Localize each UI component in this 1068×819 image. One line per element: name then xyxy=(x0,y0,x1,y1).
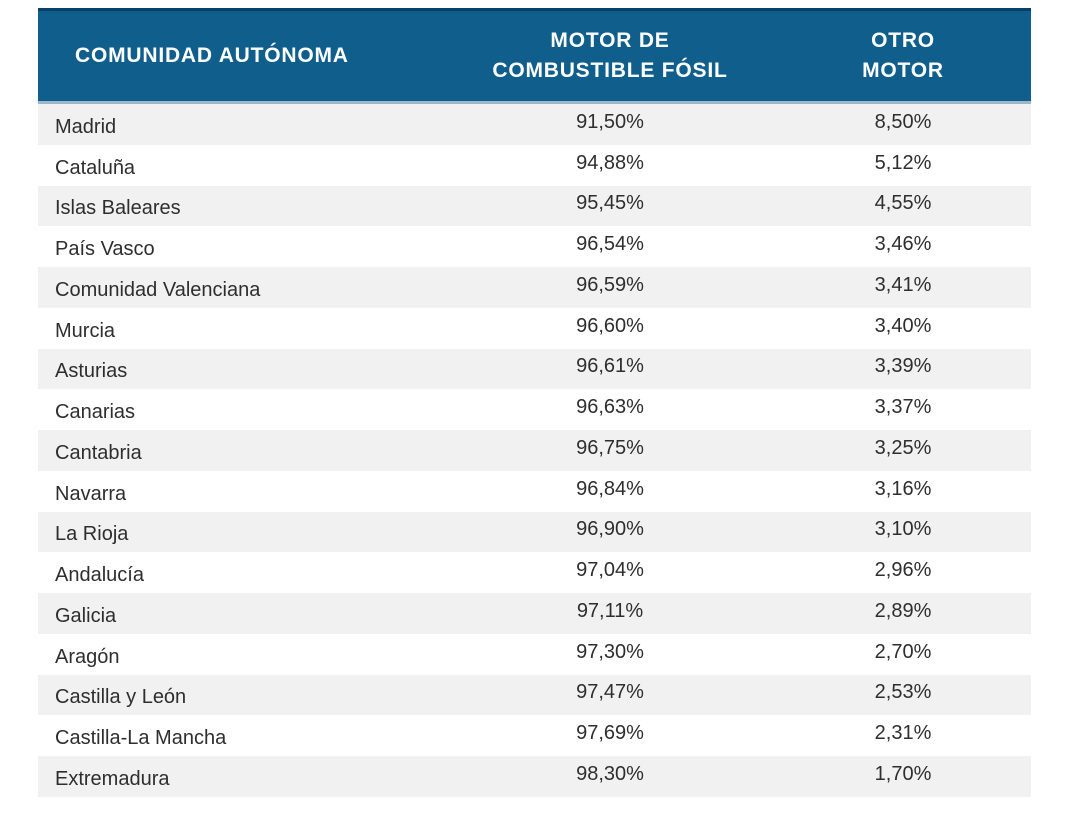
region-cell: Madrid xyxy=(55,115,117,138)
region-cell: Navarra xyxy=(55,482,127,505)
region-cell: País Vasco xyxy=(55,238,155,261)
other-motor-cell: 3,10% xyxy=(874,518,932,541)
other-motor-cell: 8,50% xyxy=(874,110,932,133)
column-header-label: MOTOR DE xyxy=(550,28,670,52)
region-cell: Asturias xyxy=(55,360,128,383)
table-row: Comunidad Valenciana 96,59% 3,41% xyxy=(38,267,1031,308)
fossil-motor-cell: 94,88% xyxy=(576,151,644,174)
region-cell: Murcia xyxy=(55,319,116,342)
other-motor-cell: 1,70% xyxy=(874,762,932,785)
fossil-motor-cell: 91,50% xyxy=(576,110,644,133)
fossil-motor-cell: 96,63% xyxy=(576,396,644,419)
other-motor-cell: 3,41% xyxy=(874,273,932,296)
fossil-motor-cell: 96,90% xyxy=(576,518,644,541)
other-motor-cell: 2,31% xyxy=(874,722,932,745)
region-cell: Galicia xyxy=(55,604,117,627)
other-motor-cell: 3,37% xyxy=(874,396,932,419)
column-header-label: OTRO xyxy=(871,28,935,52)
column-header-label-line2: MOTOR xyxy=(862,59,944,82)
table-row: Cataluña 94,88% 5,12% xyxy=(38,144,1031,186)
table-row: Cantabria 96,75% 3,25% xyxy=(38,430,1031,471)
fossil-motor-cell: 96,60% xyxy=(576,314,644,337)
table-header: COMUNIDAD AUTÓNOMA MOTOR DE COMBUSTIBLE … xyxy=(38,8,1031,104)
table-row: Asturias 96,61% 3,39% xyxy=(38,348,1031,390)
region-cell: Aragón xyxy=(55,645,120,668)
table-row: Aragón 97,30% 2,70% xyxy=(38,633,1031,675)
column-header-comunidad-autonoma: COMUNIDAD AUTÓNOMA xyxy=(38,11,445,101)
region-cell: Castilla y León xyxy=(55,686,187,709)
table-row: Castilla y León 97,47% 2,53% xyxy=(38,674,1031,716)
column-header-otro-motor: OTRO MOTOR xyxy=(775,11,1031,101)
table-row: Andalucía 97,04% 2,96% xyxy=(38,552,1031,593)
region-cell: Islas Baleares xyxy=(55,197,181,220)
region-cell: Cataluña xyxy=(55,156,136,179)
table-row: Navarra 96,84% 3,16% xyxy=(38,470,1031,512)
column-header-motor-combustible-fosil: MOTOR DE COMBUSTIBLE FÓSIL xyxy=(445,11,775,101)
table-row: Islas Baleares 95,45% 4,55% xyxy=(38,185,1031,227)
table-row: Madrid 91,50% 8,50% xyxy=(38,104,1031,145)
fossil-motor-cell: 97,11% xyxy=(576,599,644,622)
fossil-motor-cell: 96,59% xyxy=(576,273,644,296)
fossil-motor-cell: 96,75% xyxy=(576,436,644,459)
fossil-motor-cell: 97,47% xyxy=(576,681,644,704)
table-row: Murcia 96,60% 3,40% xyxy=(38,307,1031,349)
fossil-motor-cell: 97,30% xyxy=(576,640,644,663)
column-header-label-line2: COMBUSTIBLE FÓSIL xyxy=(492,59,728,82)
fossil-motor-cell: 96,61% xyxy=(576,355,644,378)
fossil-motor-cell: 96,84% xyxy=(576,477,644,500)
region-cell: Extremadura xyxy=(55,767,170,790)
table-row: Canarias 96,63% 3,37% xyxy=(38,389,1031,430)
table-body: Madrid 91,50% 8,50% Cataluña 94,88% 5,12% Isla… xyxy=(38,104,1031,797)
table-row: Extremadura 98,30% 1,70% xyxy=(38,756,1031,797)
region-cell: Comunidad Valenciana xyxy=(55,278,261,301)
fossil-motor-cell: 98,30% xyxy=(576,762,644,785)
table-row: Galicia 97,11% 2,89% xyxy=(38,593,1031,634)
region-cell: Cantabria xyxy=(55,441,142,464)
table-row: Castilla-La Mancha 97,69% 2,31% xyxy=(38,715,1031,756)
table-row: La Rioja 96,90% 3,10% xyxy=(38,511,1031,553)
fossil-motor-cell: 97,69% xyxy=(576,722,644,745)
other-motor-cell: 3,25% xyxy=(874,436,932,459)
region-cell: Canarias xyxy=(55,401,136,424)
table-row: País Vasco 96,54% 3,46% xyxy=(38,226,1031,267)
other-motor-cell: 2,96% xyxy=(874,559,932,582)
data-table: COMUNIDAD AUTÓNOMA MOTOR DE COMBUSTIBLE … xyxy=(38,8,1031,797)
region-cell: La Rioja xyxy=(55,523,129,546)
other-motor-cell: 3,16% xyxy=(874,477,932,500)
region-cell: Castilla-La Mancha xyxy=(55,727,227,750)
column-header-label: COMUNIDAD AUTÓNOMA xyxy=(75,43,349,67)
other-motor-cell: 3,40% xyxy=(874,314,932,337)
other-motor-cell: 4,55% xyxy=(874,192,932,215)
fossil-motor-cell: 95,45% xyxy=(576,192,644,215)
other-motor-cell: 3,39% xyxy=(874,355,932,378)
fossil-motor-cell: 97,04% xyxy=(576,559,644,582)
fossil-motor-cell: 96,54% xyxy=(576,233,644,256)
other-motor-cell: 2,70% xyxy=(874,640,932,663)
other-motor-cell: 2,89% xyxy=(874,599,932,622)
region-cell: Andalucía xyxy=(55,564,144,587)
other-motor-cell: 3,46% xyxy=(874,233,932,256)
other-motor-cell: 2,53% xyxy=(874,681,932,704)
other-motor-cell: 5,12% xyxy=(874,151,932,174)
